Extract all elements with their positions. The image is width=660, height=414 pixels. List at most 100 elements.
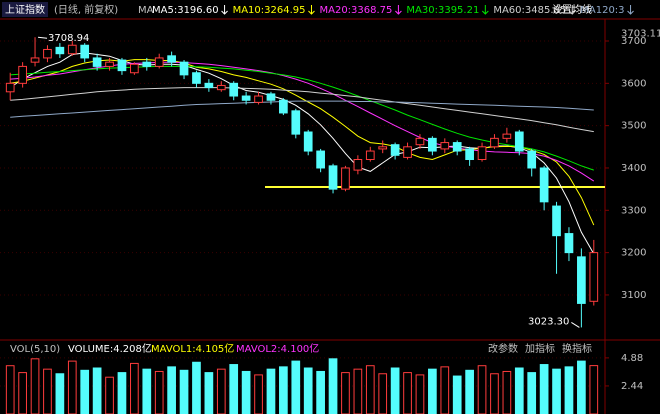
candle-body (415, 137, 425, 146)
candle-body (353, 159, 363, 171)
subtitle: (日线, 前复权) (54, 3, 118, 16)
chart-title: 上证指数 (5, 3, 45, 16)
candle-body (179, 61, 189, 76)
ma-line (10, 87, 594, 133)
volume-bar (316, 370, 325, 414)
candle-body (365, 150, 375, 161)
volume-bar (241, 370, 251, 414)
candle-body (204, 82, 214, 89)
y-tick-label: 3300 (621, 205, 646, 216)
volume-bar (365, 365, 375, 414)
candle-body (465, 148, 474, 161)
volume-bar (440, 366, 450, 414)
y-tick-label: 3500 (621, 121, 646, 132)
candle-body (30, 57, 40, 63)
volume-bar (378, 373, 388, 414)
legend-arrow (481, 5, 489, 15)
volume-bar (254, 374, 263, 414)
candle-body (241, 95, 251, 101)
mavol1-label: MAVOL1:4.105亿 (151, 342, 234, 355)
candle-body (328, 165, 338, 190)
candle-body (440, 142, 450, 150)
legend-arrow (395, 5, 402, 15)
volume-bar (216, 368, 226, 414)
candle-body (452, 142, 462, 152)
candle-body (229, 82, 239, 97)
volume-bar (43, 368, 52, 414)
volume-bar (30, 358, 40, 414)
candle-body (5, 82, 15, 93)
volume-bar (577, 360, 586, 414)
panel-button[interactable]: 改参数 (488, 342, 518, 355)
legend-entry: MA60:3485.85 (493, 5, 566, 16)
candle-body (564, 233, 574, 254)
candle-body (192, 72, 201, 84)
title-bg (2, 2, 48, 17)
candle-body (428, 137, 437, 152)
y-tick-label: 4.88 (621, 353, 643, 364)
volume-bar (328, 358, 338, 414)
volume-bar (465, 369, 474, 414)
panel-button[interactable]: 换指标 (562, 342, 592, 355)
candle-body (378, 146, 388, 150)
volume-bar (502, 370, 512, 414)
volume-bar (80, 369, 90, 414)
legend-entry: MA5:3196.60 (152, 5, 219, 16)
candle-body (167, 55, 176, 63)
volume-bar (55, 373, 65, 414)
vol-label: VOLUME:4.208亿 (68, 342, 152, 355)
legend-entry: MA10:3264.95 (233, 5, 306, 16)
candle-body (266, 93, 276, 101)
volume-bar (142, 368, 152, 414)
candle-body (303, 131, 313, 152)
y-tick-label: 3100 (621, 290, 646, 301)
candle-body (390, 144, 400, 156)
volume-bar (154, 370, 164, 414)
volume-bar (167, 366, 176, 414)
low-label: 3023.30 (528, 316, 569, 327)
legend-entry: MA30:3395.21 (406, 5, 479, 16)
volume-bar (403, 372, 412, 414)
y-tick-label: 3200 (621, 248, 646, 259)
candle-body (502, 133, 512, 139)
volume-bar (266, 368, 276, 414)
volume-bar (117, 372, 127, 414)
candle-body (80, 44, 90, 59)
candle-body (477, 146, 487, 161)
volume-bar (341, 372, 350, 414)
volume-bar (130, 362, 139, 414)
panel-button[interactable]: 加指标 (525, 342, 555, 355)
volume-bar (204, 372, 214, 414)
low-arrow (571, 321, 580, 328)
volume-bar (452, 375, 462, 414)
volume-bar (192, 361, 201, 414)
candle-body (67, 44, 77, 55)
volume-bar (353, 368, 363, 414)
volume-bar (390, 367, 400, 414)
volume-bar (415, 374, 425, 414)
volume-bar (5, 365, 15, 414)
volume-bar (514, 367, 524, 414)
candle-body (403, 146, 412, 158)
volume-bar (539, 364, 549, 414)
candle-body (291, 110, 301, 135)
volume-bar (428, 368, 437, 414)
ma-line (10, 100, 594, 118)
candle-body (117, 59, 127, 72)
legend-arrow (568, 5, 576, 15)
candle-body (130, 63, 139, 74)
settings-button[interactable]: 设置均线 (552, 3, 592, 16)
candle-body (154, 57, 164, 67)
candle-body (552, 205, 561, 237)
y-tick-label: 2.44 (621, 381, 643, 392)
volume-bar (18, 372, 27, 414)
legend-entry: MA20:3368.75 (319, 5, 392, 16)
candle-body (254, 95, 263, 103)
volume-bar (303, 367, 313, 414)
volume-bar (105, 376, 114, 414)
top-value-label: 3703.11 (621, 29, 660, 40)
candle-body (279, 99, 288, 114)
ma-label: MA (138, 5, 154, 16)
mavol2-label: MAVOL2:4.100亿 (236, 342, 319, 355)
